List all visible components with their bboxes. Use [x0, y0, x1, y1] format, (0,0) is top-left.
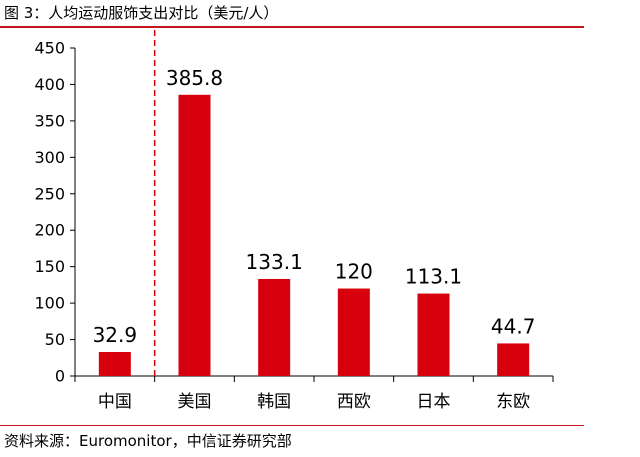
bar-2	[258, 278, 291, 376]
y-tick-label: 350	[34, 111, 65, 130]
y-tick-label: 100	[34, 294, 65, 313]
data-label-3: 120	[335, 260, 373, 284]
category-label-3: 西欧	[337, 392, 371, 412]
bar-5	[497, 343, 530, 376]
bar-1	[178, 94, 211, 376]
y-tick-label: 0	[55, 367, 65, 386]
category-label-5: 东欧	[496, 392, 530, 412]
y-tick-label: 250	[34, 184, 65, 203]
title-divider	[0, 26, 584, 28]
source-divider	[0, 425, 584, 426]
data-labels: 32.9 385.8 133.1 120 113.1 44.7	[93, 66, 536, 347]
bars	[98, 94, 530, 376]
data-label-1: 385.8	[166, 66, 223, 90]
y-tick-label: 50	[45, 330, 65, 349]
category-label-1: 美国	[178, 392, 212, 412]
bar-3	[337, 288, 370, 376]
bar-chart: 0 50 100 150 200 250 300 350 400 450 中国 美国 韩国 西欧 日本 东欧…	[34, 30, 554, 412]
y-tick-label: 200	[34, 221, 65, 240]
data-label-0: 32.9	[93, 323, 138, 347]
category-label-4: 日本	[417, 392, 451, 412]
data-label-2: 133.1	[246, 250, 303, 274]
category-label-2: 韩国	[257, 392, 291, 412]
y-tick-label: 400	[34, 75, 65, 94]
y-axis: 0 50 100 150 200 250 300 350 400 450	[34, 39, 76, 386]
y-tick-label: 450	[34, 39, 65, 58]
bar-4	[417, 293, 450, 376]
y-tick-label: 150	[34, 257, 65, 276]
category-label-0: 中国	[98, 392, 132, 412]
source-note: 资料来源：Euromonitor，中信证券研究部	[4, 432, 292, 450]
bar-0	[98, 352, 131, 376]
data-label-5: 44.7	[491, 314, 536, 338]
data-label-4: 113.1	[405, 265, 462, 289]
x-axis: 中国 美国 韩国 西欧 日本 东欧	[74, 30, 554, 412]
y-tick-label: 300	[34, 148, 65, 167]
chart-title: 图 3：人均运动服饰支出对比（美元/人）	[4, 4, 279, 22]
